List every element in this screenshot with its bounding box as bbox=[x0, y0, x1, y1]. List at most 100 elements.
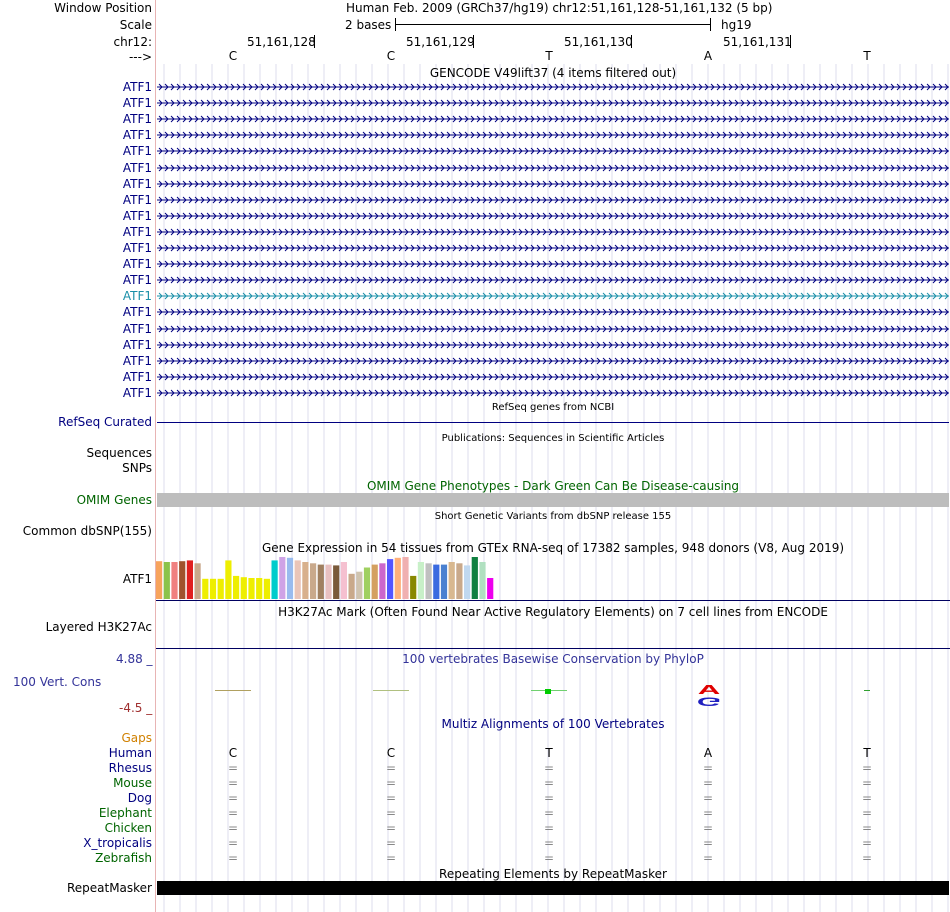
gencode-gene-feature[interactable] bbox=[157, 162, 949, 174]
gtex-tissue-bar[interactable] bbox=[410, 575, 417, 599]
gencode-gene-feature[interactable] bbox=[157, 258, 949, 270]
gtex-tissue-bar[interactable] bbox=[202, 578, 209, 599]
publications-title[interactable]: Publications: Sequences in Scientific Ar… bbox=[441, 433, 665, 444]
gencode-gene-feature[interactable] bbox=[157, 97, 949, 109]
gencode-gene-feature[interactable] bbox=[157, 339, 949, 351]
multiz-species-label[interactable]: Elephant bbox=[98, 806, 152, 820]
gencode-gene-feature[interactable] bbox=[157, 306, 949, 318]
multiz-species-label[interactable]: Human bbox=[108, 746, 152, 760]
gtex-tissue-bar[interactable] bbox=[325, 564, 332, 599]
gtex-tissue-bar[interactable] bbox=[310, 563, 317, 599]
gencode-gene-feature[interactable] bbox=[157, 355, 949, 367]
gtex-tissue-bar[interactable] bbox=[248, 578, 255, 599]
repeatmasker-label[interactable]: RepeatMasker bbox=[66, 881, 152, 895]
gencode-gene-label[interactable]: ATF1 bbox=[122, 192, 152, 207]
gencode-gene-label[interactable]: ATF1 bbox=[122, 224, 152, 239]
multiz-title[interactable]: Multiz Alignments of 100 Vertebrates bbox=[441, 717, 665, 731]
gtex-tissue-bar[interactable] bbox=[433, 564, 440, 599]
gencode-gene-feature[interactable] bbox=[157, 178, 949, 190]
dbsnp-label[interactable]: Common dbSNP(155) bbox=[22, 524, 152, 538]
refseq-gene-line[interactable] bbox=[157, 422, 949, 423]
gencode-gene-label[interactable]: ATF1 bbox=[122, 160, 152, 175]
gtex-tissue-bar[interactable] bbox=[425, 563, 432, 599]
gencode-gene-label[interactable]: ATF1 bbox=[122, 144, 152, 159]
gtex-tissue-bar[interactable] bbox=[356, 571, 363, 599]
gencode-gene-label[interactable]: ATF1 bbox=[122, 369, 152, 384]
gtex-tissue-bar[interactable] bbox=[394, 557, 401, 599]
gtex-tissue-bar[interactable] bbox=[263, 578, 270, 599]
gencode-gene-label[interactable]: ATF1 bbox=[122, 337, 152, 352]
gtex-tissue-bar[interactable] bbox=[440, 564, 448, 599]
publications-label[interactable]: Sequences bbox=[86, 446, 152, 460]
gencode-gene-feature[interactable] bbox=[157, 274, 949, 286]
gencode-gene-label[interactable]: ATF1 bbox=[122, 112, 152, 127]
refseq-title[interactable]: RefSeq genes from NCBI bbox=[491, 402, 615, 413]
gtex-tissue-bar[interactable] bbox=[302, 562, 309, 599]
gtex-tissue-bar[interactable] bbox=[279, 557, 286, 599]
gtex-tissue-bar[interactable] bbox=[240, 577, 247, 599]
gencode-gene-label[interactable]: ATF1 bbox=[122, 241, 152, 255]
omim-title[interactable]: OMIM Gene Phenotypes - Dark Green Can Be… bbox=[366, 479, 740, 493]
cons-label[interactable]: 100 Vert. Cons bbox=[13, 675, 102, 689]
gtex-tissue-bar[interactable] bbox=[471, 557, 478, 599]
gtex-tissue-bar[interactable] bbox=[179, 561, 186, 599]
h3k27ac-title[interactable]: H3K27Ac Mark (Often Found Near Active Re… bbox=[278, 605, 828, 619]
gtex-tissue-bar[interactable] bbox=[163, 562, 170, 599]
gencode-title[interactable]: GENCODE V49lift37 (4 items filtered out) bbox=[429, 66, 677, 80]
gencode-gene-label[interactable]: ATF1 bbox=[122, 96, 152, 111]
gtex-tissue-bar[interactable] bbox=[363, 567, 371, 600]
gtex-tissue-bar[interactable] bbox=[464, 565, 471, 599]
gtex-tissue-bar[interactable] bbox=[194, 563, 201, 599]
repeatmasker-title[interactable]: Repeating Elements by RepeatMasker bbox=[439, 867, 667, 881]
gencode-gene-label[interactable]: ATF1 bbox=[122, 353, 152, 368]
gencode-gene-feature[interactable] bbox=[157, 81, 949, 93]
gtex-tissue-bar[interactable] bbox=[286, 557, 294, 599]
gencode-gene-feature[interactable] bbox=[157, 323, 949, 335]
gtex-tissue-bar[interactable] bbox=[156, 561, 163, 599]
h3k27ac-label[interactable]: Layered H3K27Ac bbox=[45, 620, 152, 634]
cons-title[interactable]: 100 vertebrates Basewise Conservation by… bbox=[402, 652, 704, 666]
gencode-gene-feature[interactable] bbox=[157, 194, 949, 206]
gtex-tissue-bar[interactable] bbox=[217, 578, 224, 599]
gencode-gene-label[interactable]: ATF1 bbox=[122, 289, 152, 304]
gencode-gene-feature[interactable] bbox=[157, 371, 949, 383]
omim-gene-bar[interactable] bbox=[157, 493, 949, 507]
gtex-tissue-bar[interactable] bbox=[456, 563, 463, 599]
gtex-tissue-bar[interactable] bbox=[317, 564, 324, 599]
gencode-gene-label[interactable]: ATF1 bbox=[122, 80, 152, 94]
omim-label[interactable]: OMIM Genes bbox=[76, 493, 152, 507]
gtex-tissue-bar[interactable] bbox=[448, 562, 455, 599]
gtex-tissue-bar[interactable] bbox=[340, 562, 347, 599]
multiz-species-label[interactable]: Chicken bbox=[104, 821, 152, 835]
gtex-tissue-bar[interactable] bbox=[402, 557, 409, 599]
gtex-label[interactable]: ATF1 bbox=[122, 572, 152, 586]
gtex-tissue-bar[interactable] bbox=[387, 559, 394, 599]
gencode-gene-feature[interactable] bbox=[157, 290, 949, 302]
gencode-gene-label[interactable]: ATF1 bbox=[122, 128, 152, 143]
gtex-tissue-bar[interactable] bbox=[487, 578, 494, 599]
gtex-tissue-bar[interactable] bbox=[333, 565, 340, 599]
gencode-gene-feature[interactable] bbox=[157, 145, 949, 157]
multiz-species-label[interactable]: Mouse bbox=[113, 776, 152, 790]
gencode-gene-feature[interactable] bbox=[157, 210, 949, 222]
gencode-gene-feature[interactable] bbox=[157, 113, 949, 125]
assembly-title[interactable]: Human Feb. 2009 (GRCh37/hg19) chr12:51,1… bbox=[346, 1, 773, 15]
cons-plot[interactable] bbox=[156, 684, 950, 710]
gtex-tissue-bar[interactable] bbox=[233, 575, 240, 599]
refseq-label[interactable]: RefSeq Curated bbox=[58, 415, 152, 429]
repeatmasker-bar[interactable] bbox=[157, 881, 949, 895]
gtex-tissue-bar[interactable] bbox=[379, 563, 386, 599]
gtex-tissue-bar[interactable] bbox=[271, 560, 278, 599]
gencode-gene-label[interactable]: ATF1 bbox=[122, 208, 152, 223]
multiz-species-label[interactable]: Zebrafish bbox=[95, 851, 152, 865]
gtex-title[interactable]: Gene Expression in 54 tissues from GTEx … bbox=[261, 541, 845, 555]
gtex-tissue-bar[interactable] bbox=[479, 562, 486, 599]
gencode-gene-feature[interactable] bbox=[157, 387, 949, 399]
gtex-tissue-bar[interactable] bbox=[256, 578, 263, 599]
gencode-gene-label[interactable]: ATF1 bbox=[122, 257, 152, 272]
publications-label-2[interactable]: SNPs bbox=[122, 461, 152, 475]
gtex-tissue-bar[interactable] bbox=[417, 562, 424, 599]
gtex-tissue-bar[interactable] bbox=[294, 560, 301, 599]
gtex-tissue-bar[interactable] bbox=[171, 562, 178, 599]
gencode-gene-label[interactable]: ATF1 bbox=[122, 273, 152, 288]
